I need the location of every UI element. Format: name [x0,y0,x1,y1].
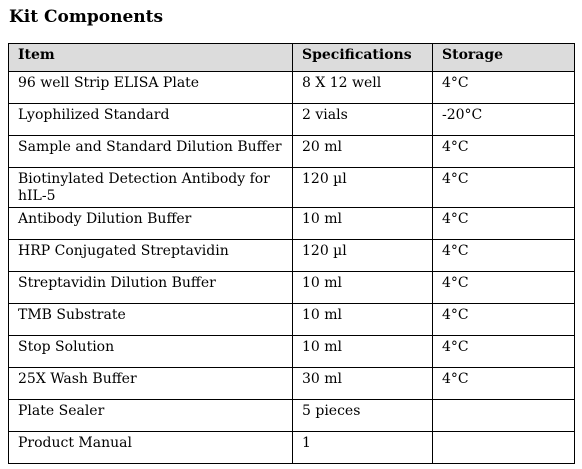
column-header-item: Item [8,43,293,72]
table-row: 25X Wash Buffer 30 ml 4°C [8,367,575,400]
spec-cell: 120 µl [292,239,433,272]
section-title: Kit Components [9,7,164,27]
table-row: Plate Sealer 5 pieces [8,399,575,432]
item-cell: Plate Sealer [8,399,293,432]
item-cell: 25X Wash Buffer [8,367,293,400]
table-row: Product Manual 1 [8,431,575,464]
storage-cell: 4°C [432,303,575,336]
spec-cell: 10 ml [292,303,433,336]
spec-cell: 5 pieces [292,399,433,432]
storage-cell [432,399,575,432]
storage-cell: 4°C [432,167,575,208]
item-cell: Product Manual [8,431,293,464]
storage-cell: 4°C [432,239,575,272]
table-row: Stop Solution 10 ml 4°C [8,335,575,368]
item-cell: Biotinylated Detection Antibody for hIL-… [8,167,293,208]
item-cell: Lyophilized Standard [8,103,293,136]
item-cell: Stop Solution [8,335,293,368]
storage-cell: 4°C [432,207,575,240]
table-row: Antibody Dilution Buffer 10 ml 4°C [8,207,575,240]
storage-cell: 4°C [432,335,575,368]
item-cell: 96 well Strip ELISA Plate [8,71,293,104]
storage-cell: -20°C [432,103,575,136]
column-header-storage: Storage [432,43,575,72]
storage-cell [432,431,575,464]
table-row: Lyophilized Standard 2 vials -20°C [8,103,575,136]
item-cell: Sample and Standard Dilution Buffer [8,135,293,168]
storage-cell: 4°C [432,271,575,304]
spec-cell: 120 µl [292,167,433,208]
spec-cell: 10 ml [292,335,433,368]
spec-cell: 8 X 12 well [292,71,433,104]
table-header-row: Item Specifications Storage [8,43,575,72]
table-row: TMB Substrate 10 ml 4°C [8,303,575,336]
spec-cell: 10 ml [292,207,433,240]
item-cell: Streptavidin Dilution Buffer [8,271,293,304]
table-row: HRP Conjugated Streptavidin 120 µl 4°C [8,239,575,272]
item-cell: TMB Substrate [8,303,293,336]
storage-cell: 4°C [432,367,575,400]
table-row: 96 well Strip ELISA Plate 8 X 12 well 4°… [8,71,575,104]
kit-components-table: Item Specifications Storage 96 well Stri… [8,43,575,464]
spec-cell: 2 vials [292,103,433,136]
table-row: Sample and Standard Dilution Buffer 20 m… [8,135,575,168]
spec-cell: 30 ml [292,367,433,400]
table-row: Streptavidin Dilution Buffer 10 ml 4°C [8,271,575,304]
item-cell: HRP Conjugated Streptavidin [8,239,293,272]
spec-cell: 10 ml [292,271,433,304]
column-header-specifications: Specifications [292,43,433,72]
spec-cell: 20 ml [292,135,433,168]
spec-cell: 1 [292,431,433,464]
storage-cell: 4°C [432,71,575,104]
table-row: Biotinylated Detection Antibody for hIL-… [8,167,575,208]
storage-cell: 4°C [432,135,575,168]
item-cell: Antibody Dilution Buffer [8,207,293,240]
